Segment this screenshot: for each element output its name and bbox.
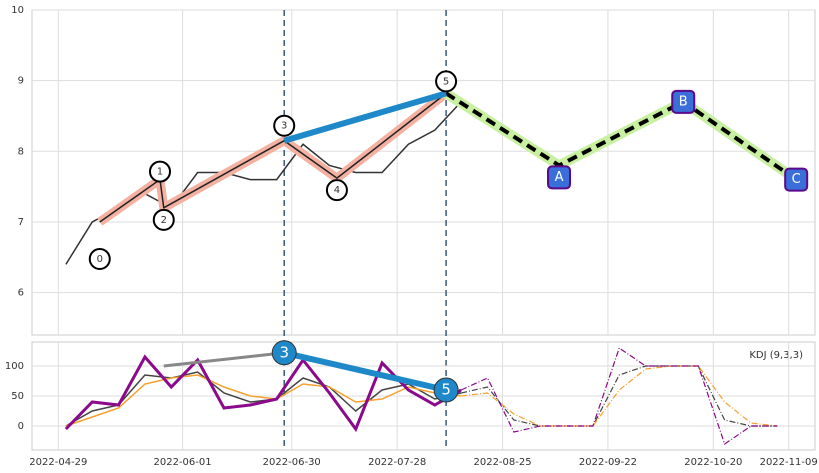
y-tick-label: 6: [18, 288, 24, 299]
x-tick-label: 2022-07-28: [368, 457, 426, 468]
wave-segment: [99, 92, 447, 223]
divergence-marker: [271, 340, 297, 366]
divergence-label: 5: [441, 381, 451, 399]
y-tick-label: 50: [11, 391, 24, 402]
x-tick-label: 2022-09-22: [579, 457, 637, 468]
wave-label: 3: [281, 121, 287, 132]
wave-label: A: [555, 170, 564, 185]
x-tick-label: 2022-06-01: [154, 457, 212, 468]
wave-label: 2: [161, 215, 167, 226]
divergence-marker: [433, 377, 459, 403]
wave-label-bg: [547, 165, 572, 190]
divergence-line: [283, 349, 447, 393]
x-tick-label: 2022-06-30: [263, 457, 321, 468]
legend: KDJ (9,3,3): [749, 350, 803, 361]
x-tick-label: 2022-08-25: [473, 457, 531, 468]
wave-label: B: [679, 94, 688, 109]
x-tick-label: 2022-10-20: [684, 457, 742, 468]
wave-trend: [283, 90, 447, 144]
y-tick-label: 0: [18, 421, 24, 432]
wave-label-bg: [152, 208, 175, 231]
wave-label-bg: [148, 160, 171, 183]
wave-label: 5: [443, 76, 449, 87]
y-tick-label: 7: [18, 217, 24, 228]
y-tick-label: 8: [18, 146, 24, 157]
wave-label-bg: [273, 114, 296, 137]
series-line: [460, 347, 778, 445]
wave-label-bg: [671, 89, 696, 114]
y-tick-label: 100: [5, 361, 24, 372]
x-tick-label: 2022-04-29: [29, 457, 87, 468]
series-line: [461, 365, 778, 427]
wave-label: 4: [334, 185, 340, 196]
wave-label-bg: [88, 247, 111, 270]
wave-label-bg: [435, 70, 458, 93]
series-line: [65, 374, 462, 427]
wave-label-bg: [325, 179, 348, 202]
wave-label: C: [792, 172, 801, 187]
series-line: [461, 365, 778, 427]
x-tick-label: 2022-11-09: [760, 457, 818, 468]
wave-segment: [445, 91, 798, 182]
wave-label-bg: [784, 167, 809, 192]
y-tick-label: 10: [11, 5, 24, 16]
wave-label: 0: [97, 254, 103, 265]
divergence-line: [163, 351, 285, 368]
y-tick-label: 9: [18, 76, 24, 87]
divergence-label: 3: [279, 343, 289, 361]
wave-label: 1: [157, 167, 163, 178]
